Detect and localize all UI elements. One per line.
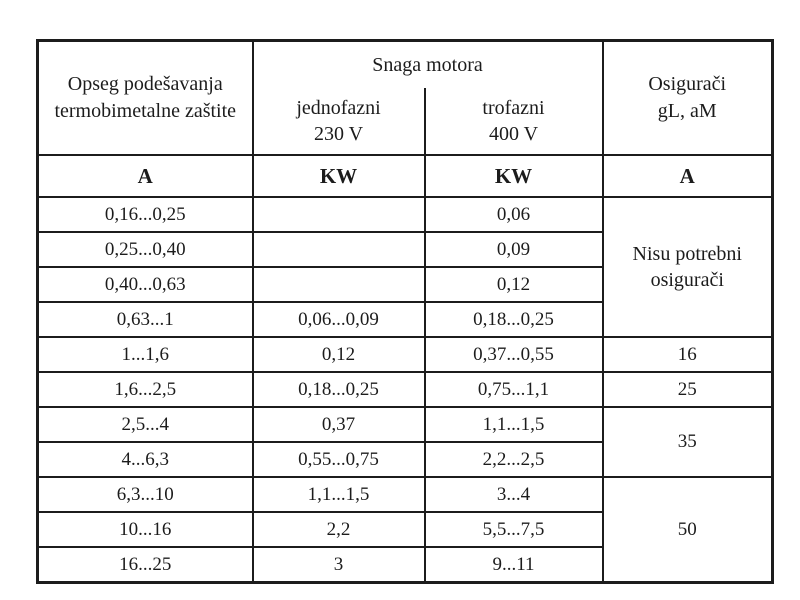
- fuse-header: Osigurači gL, aM: [601, 39, 774, 156]
- range-cell: 10...16: [36, 511, 254, 548]
- fuse-cell-50: 50: [601, 476, 774, 584]
- three-phase-voltage: 400 V: [488, 123, 539, 145]
- three-phase-cell: 1,1...1,5: [423, 406, 604, 443]
- motor-power-title: Snaga motora: [372, 53, 483, 76]
- table-row: 0,63...1 0,06...0,09 0,18...0,25: [36, 301, 773, 338]
- table-row: 0,16...0,25 0,06 Nisu potrebni osigurači: [36, 196, 774, 338]
- fuse-cell-35: 35: [601, 406, 774, 478]
- table-row: 0,25...0,40 0,09: [36, 231, 773, 268]
- single-phase-unit: KW: [251, 154, 426, 198]
- three-phase-cell: 9...11: [423, 546, 604, 584]
- table-row: 1...1,6 0,12 0,37...0,55 16: [36, 336, 774, 373]
- range-cell: 2,5...4: [36, 406, 254, 443]
- fuse-unit: A: [601, 154, 774, 198]
- three-phase-unit: KW: [423, 154, 604, 198]
- range-cell: 1...1,6: [36, 336, 254, 373]
- table-row: 2,5...4 0,37 1,1...1,5 35: [36, 406, 774, 478]
- single-phase-cell: [251, 196, 426, 233]
- motor-protection-table: Opseg podešavanja termobimetalne zaštite…: [36, 39, 774, 584]
- table-row: 4...6,3 0,55...0,75 2,2...2,5: [36, 441, 773, 478]
- range-cell: 4...6,3: [36, 441, 254, 478]
- fuse-cell-16: 16: [601, 336, 774, 373]
- range-cell: 1,6...2,5: [36, 371, 254, 408]
- three-phase-cell: 0,37...0,55: [423, 336, 604, 373]
- three-phase-cell: 0,12: [423, 266, 604, 303]
- range-cell: 6,3...10: [36, 476, 254, 513]
- fuse-cell-25: 25: [601, 371, 774, 408]
- range-unit: A: [36, 154, 254, 198]
- three-phase-cell: 0,09: [423, 231, 604, 268]
- three-phase-cell: 0,75...1,1: [423, 371, 604, 408]
- range-cell: 0,63...1: [36, 301, 254, 338]
- single-phase-cell: 0,37: [251, 406, 426, 443]
- three-phase-cell: 2,2...2,5: [423, 441, 604, 478]
- single-phase-voltage: 230 V: [313, 123, 364, 145]
- table-row: 10...16 2,2 5,5...7,5: [36, 511, 773, 548]
- three-phase-cell: 0,18...0,25: [423, 301, 604, 338]
- three-phase-header: trofazni 400 V: [423, 88, 602, 154]
- table-row: 16...25 3 9...11: [36, 546, 773, 584]
- single-phase-label: jednofazni: [296, 97, 381, 119]
- single-phase-cell: [251, 231, 426, 268]
- three-phase-cell: 0,06: [423, 196, 604, 233]
- table-row: 6,3...10 1,1...1,5 3...4 50: [36, 476, 774, 584]
- three-phase-cell: 3...4: [423, 476, 604, 513]
- single-phase-header: jednofazni 230 V: [254, 88, 424, 154]
- table-row: 1,6...2,5 0,18...0,25 0,75...1,1 25: [36, 371, 774, 408]
- single-phase-cell: 0,12: [251, 336, 426, 373]
- three-phase-label: trofazni: [482, 97, 545, 119]
- fuse-cell-not-needed: Nisu potrebni osigurači: [601, 196, 774, 338]
- single-phase-cell: 0,06...0,09: [251, 301, 426, 338]
- range-cell: 0,40...0,63: [36, 266, 254, 303]
- range-cell: 0,16...0,25: [36, 196, 254, 233]
- range-cell: 0,25...0,40: [36, 231, 254, 268]
- header-row-main: Opseg podešavanja termobimetalne zaštite…: [36, 39, 774, 156]
- range-header: Opseg podešavanja termobimetalne zaštite: [36, 39, 254, 156]
- motor-power-subheaders: jednofazni 230 V trofazni 400 V: [254, 88, 602, 154]
- single-phase-cell: 0,18...0,25: [251, 371, 426, 408]
- fuse-header-type: gL, aM: [657, 100, 717, 122]
- single-phase-cell: 0,55...0,75: [251, 441, 426, 478]
- motor-power-header: Snaga motora jednofazni 230 V trofazni 4…: [251, 39, 604, 156]
- range-cell: 16...25: [36, 546, 254, 584]
- single-phase-cell: [251, 266, 426, 303]
- table-row: 0,40...0,63 0,12: [36, 266, 773, 303]
- header-row-units: A KW KW A: [36, 154, 774, 198]
- single-phase-cell: 2,2: [251, 511, 426, 548]
- single-phase-cell: 1,1...1,5: [251, 476, 426, 513]
- single-phase-cell: 3: [251, 546, 426, 584]
- three-phase-cell: 5,5...7,5: [423, 511, 604, 548]
- fuse-header-title: Osigurači: [648, 73, 727, 95]
